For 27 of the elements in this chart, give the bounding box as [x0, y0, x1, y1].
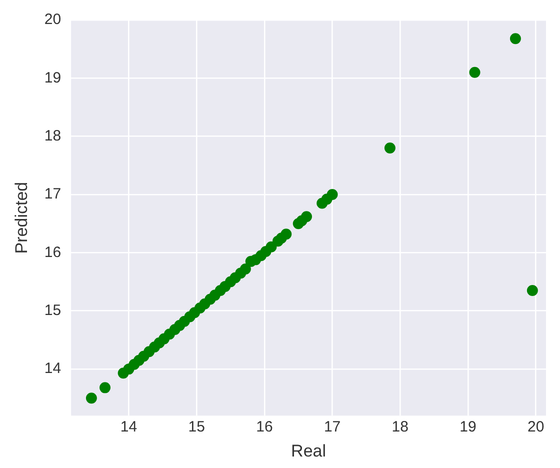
y-tick-label: 17	[44, 186, 62, 203]
point	[384, 142, 396, 154]
x-tick-label: 18	[392, 418, 408, 436]
y-tick-label: 14	[44, 360, 62, 378]
x-tick-label: 17	[324, 418, 341, 436]
point	[266, 241, 277, 252]
y-tick-label: 19	[44, 69, 62, 86]
point	[301, 211, 312, 222]
point	[469, 66, 480, 78]
x-tick-label: 16	[256, 418, 273, 436]
point	[526, 285, 538, 296]
x-tick-label: 14	[120, 418, 138, 436]
y-tick-label: 20	[44, 11, 62, 28]
y-axis-title: Predicted	[12, 182, 31, 254]
point	[240, 263, 251, 274]
y-tick-label: 16	[44, 244, 62, 261]
point	[510, 33, 521, 44]
point	[100, 382, 111, 394]
x-tick-label: 15	[188, 418, 205, 436]
y-tick-label: 18	[44, 127, 62, 144]
x-tick-label: 20	[527, 418, 544, 436]
point	[326, 189, 338, 200]
point	[86, 392, 97, 404]
y-tick-label: 15	[44, 302, 62, 320]
point	[280, 228, 292, 240]
x-tick-label: 19	[460, 418, 476, 436]
x-axis-title: Real	[291, 441, 326, 460]
